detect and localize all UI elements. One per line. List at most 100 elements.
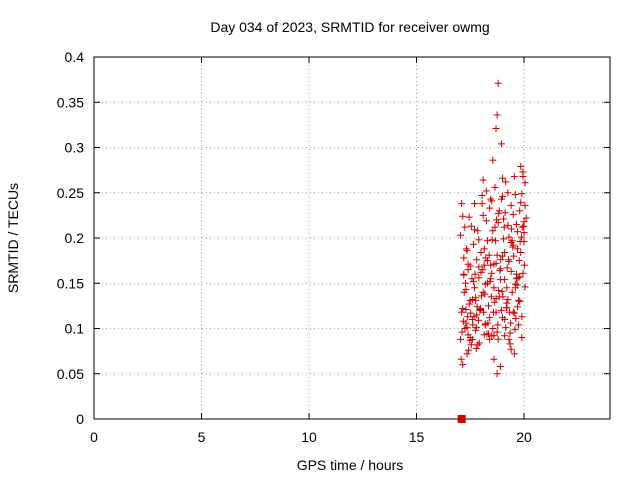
data-point	[517, 248, 525, 256]
data-point-square	[457, 415, 466, 423]
y-tick-label: 0.25	[57, 185, 84, 201]
data-point	[473, 256, 481, 264]
data-point	[500, 235, 508, 243]
data-point	[490, 284, 498, 292]
data-point	[458, 308, 466, 316]
x-tick-label: 5	[198, 429, 206, 445]
data-point	[511, 191, 519, 199]
data-point	[508, 225, 516, 233]
data-point	[465, 213, 473, 221]
data-point	[474, 227, 482, 235]
data-point	[459, 305, 467, 313]
data-point	[520, 261, 528, 269]
data-point	[473, 311, 481, 319]
data-point	[457, 231, 465, 239]
data-point	[492, 237, 500, 245]
y-axis-label: SRMTID / TECUs	[5, 183, 21, 293]
data-point	[458, 328, 466, 336]
data-point	[469, 240, 477, 248]
data-point	[505, 233, 513, 241]
data-point	[459, 212, 467, 220]
data-point	[515, 257, 523, 265]
data-point	[507, 201, 515, 209]
y-tick-label: 0	[76, 411, 84, 427]
data-point	[497, 256, 505, 264]
data-point	[479, 288, 487, 296]
data-point	[487, 261, 495, 269]
data-point	[478, 191, 486, 199]
data-point	[510, 252, 518, 260]
data-point	[518, 313, 526, 321]
data-point	[517, 163, 525, 171]
data-point	[493, 111, 501, 119]
y-tick-label: 0.15	[57, 275, 84, 291]
data-point	[497, 306, 505, 314]
data-point	[481, 321, 489, 329]
data-point	[509, 210, 517, 218]
data-point	[482, 187, 490, 195]
data-point	[490, 298, 498, 306]
data-point	[519, 168, 527, 176]
data-point	[514, 274, 522, 282]
data-point	[506, 340, 514, 348]
data-point	[507, 345, 515, 353]
data-point	[508, 288, 516, 296]
data-point	[515, 321, 523, 329]
data-point	[494, 335, 502, 343]
data-point	[474, 316, 482, 324]
y-tick-label: 0.1	[65, 321, 85, 337]
data-point	[501, 209, 509, 217]
y-tick-label: 0.3	[65, 140, 85, 156]
data-point	[461, 223, 469, 231]
gridlines	[94, 56, 610, 419]
x-tick-label: 0	[90, 429, 98, 445]
data-point	[468, 275, 476, 283]
data-point	[500, 223, 508, 231]
data-point	[510, 350, 518, 358]
data-point	[504, 189, 512, 197]
data-point	[463, 324, 471, 332]
data-point	[462, 279, 470, 287]
data-point	[502, 178, 510, 186]
data-point	[493, 251, 501, 259]
data-point	[483, 237, 491, 245]
data-point	[495, 207, 503, 215]
x-axis-ticks: 0 5 10 15 20	[90, 57, 532, 445]
data-point	[480, 261, 488, 269]
data-point	[514, 228, 522, 236]
data-point	[518, 334, 526, 342]
data-point	[492, 259, 500, 267]
data-point	[510, 309, 518, 317]
data-point	[463, 247, 471, 255]
data-point	[480, 245, 488, 253]
data-point	[464, 313, 472, 321]
data-point	[457, 335, 465, 343]
data-point	[467, 309, 475, 317]
data-point	[475, 339, 483, 347]
data-point	[503, 264, 511, 272]
data-point	[504, 296, 512, 304]
data-point	[488, 269, 496, 277]
data-point	[519, 269, 527, 277]
chart-title: Day 034 of 2023, SRMTID for receiver owm…	[210, 19, 489, 35]
data-point	[477, 248, 485, 256]
data-point	[472, 294, 480, 302]
data-point	[479, 176, 487, 184]
data-point	[494, 79, 502, 87]
data-point	[496, 363, 504, 371]
data-point	[480, 308, 488, 316]
data-point	[518, 223, 526, 231]
data-point	[463, 350, 471, 358]
data-point	[475, 274, 483, 282]
data-point	[486, 314, 494, 322]
data-point	[467, 222, 475, 230]
data-point	[488, 197, 496, 205]
data-point	[521, 201, 529, 209]
data-point	[485, 330, 493, 338]
data-point	[489, 308, 497, 316]
x-tick-label: 15	[409, 429, 425, 445]
data-point	[504, 221, 512, 229]
data-point	[501, 332, 509, 340]
data-points	[457, 79, 530, 423]
